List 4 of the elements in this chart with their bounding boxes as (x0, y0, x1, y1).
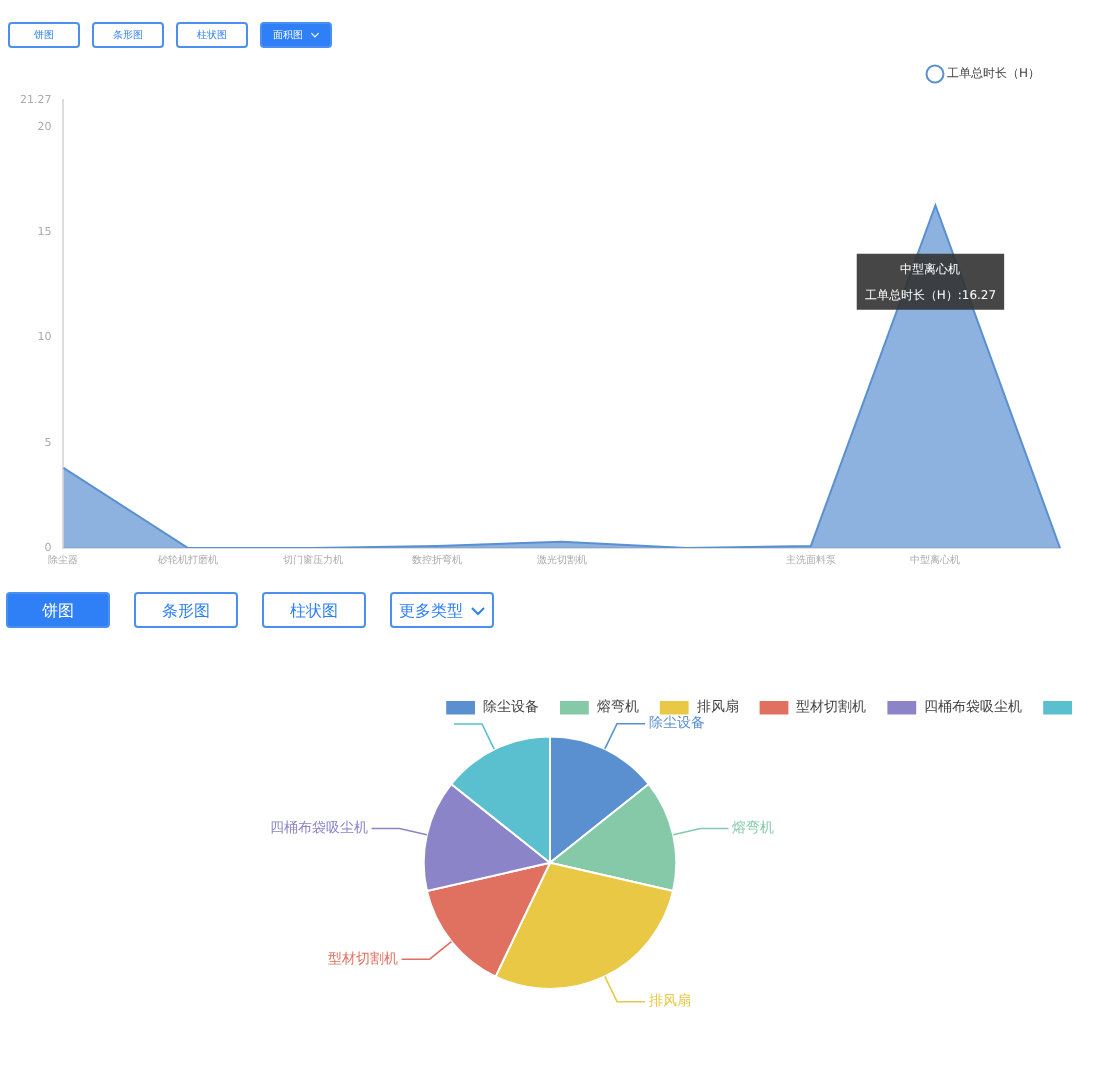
text: 饼图 (42, 599, 74, 621)
text: 条形图 (162, 599, 210, 621)
text: 更多类型 (399, 599, 463, 621)
text: 柱状图 (290, 599, 338, 621)
